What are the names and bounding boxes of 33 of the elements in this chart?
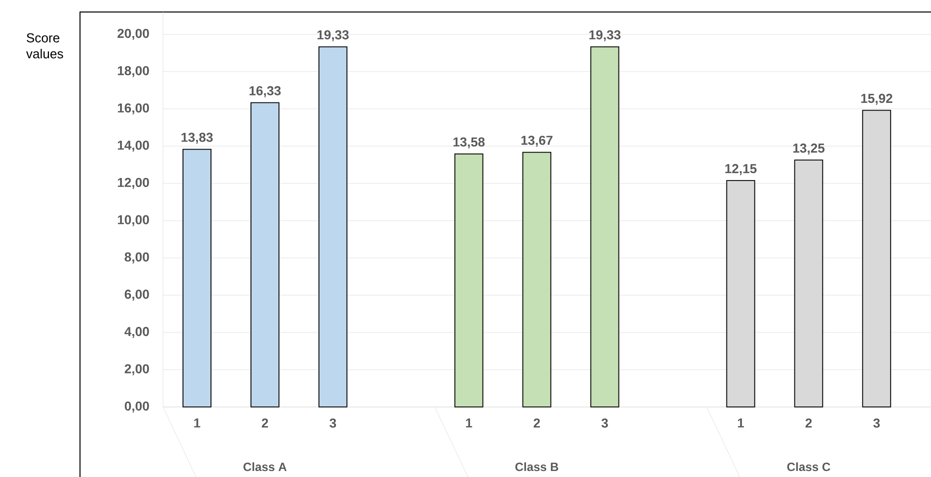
x-tick-label: 1 — [466, 418, 472, 428]
y-tick-label: 14,00 — [118, 140, 149, 152]
y-tick-label: 4,00 — [124, 326, 149, 338]
y-tick-label: 2,00 — [124, 364, 149, 376]
data-label: 13,83 — [182, 132, 213, 144]
data-label: 13,58 — [453, 137, 485, 148]
data-label: 12,15 — [725, 164, 757, 176]
x-tick-label: 1 — [738, 418, 744, 428]
y-tick-label: 6,00 — [124, 290, 149, 301]
y-tick-label: 20,00 — [118, 28, 149, 40]
x-tick-label: 2 — [534, 418, 540, 428]
y-tick-label: 0,00 — [124, 401, 149, 413]
data-label: 15,92 — [861, 94, 892, 105]
y-axis-title: Score values — [26, 33, 64, 58]
data-label: 19,33 — [318, 30, 349, 42]
x-tick-label: 3 — [330, 418, 336, 428]
x-tick-label: 2 — [262, 418, 268, 428]
x-tick-label: 2 — [806, 418, 812, 428]
data-label: 13,67 — [521, 136, 552, 147]
y-tick-label: 10,00 — [118, 215, 149, 226]
text: Class B — [515, 462, 558, 472]
text: Class C — [787, 462, 830, 472]
y-tick-label: 8,00 — [124, 252, 149, 264]
x-tick-label: 3 — [873, 418, 880, 428]
y-tick-label: 16,00 — [118, 103, 149, 114]
y-tick-label: 12,00 — [118, 178, 149, 189]
text: Class A — [244, 462, 287, 472]
y-tick-label: 18,00 — [118, 66, 149, 78]
x-tick-label: 3 — [601, 418, 608, 428]
x-tick-label: 1 — [194, 418, 200, 428]
data-label: 19,33 — [589, 30, 621, 42]
data-label: 16,33 — [250, 86, 281, 98]
data-label: 13,25 — [793, 144, 825, 155]
